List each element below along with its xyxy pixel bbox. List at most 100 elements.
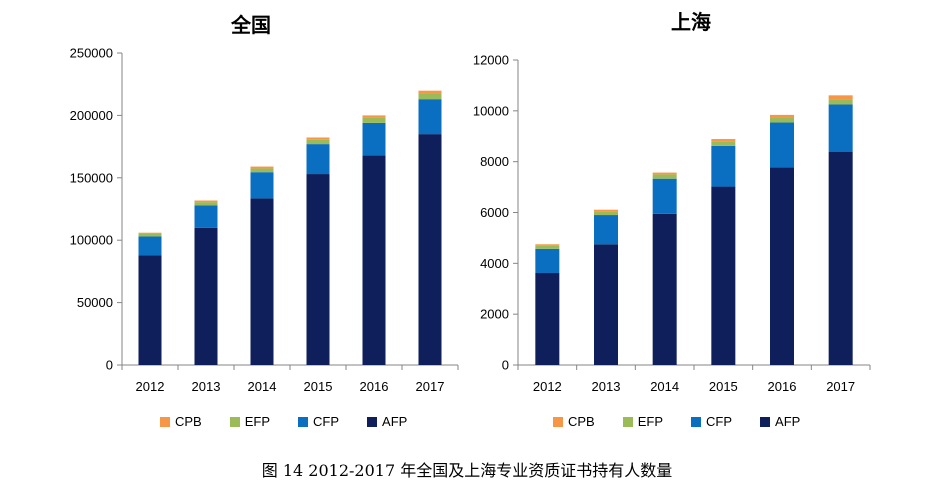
bar-afp-2015 bbox=[711, 186, 736, 365]
x-tick-label: 2014 bbox=[650, 379, 679, 394]
legend-label: CFP bbox=[706, 414, 733, 429]
legend-item-cpb: CPB bbox=[553, 414, 595, 429]
bar-afp-2014 bbox=[250, 198, 274, 365]
legend-item-afp: AFP bbox=[760, 414, 800, 429]
legend-swatch bbox=[553, 416, 563, 427]
legend-label: CFP bbox=[313, 414, 340, 429]
y-tick-label: 150000 bbox=[70, 170, 113, 185]
bar-efp-2017 bbox=[418, 93, 442, 100]
x-tick-label: 2014 bbox=[248, 379, 277, 394]
bar-afp-2013 bbox=[594, 244, 618, 365]
y-tick-label: 0 bbox=[106, 358, 113, 373]
y-tick-label: 2000 bbox=[480, 307, 509, 322]
bar-efp-2014 bbox=[250, 168, 274, 173]
bar-cpb-2013 bbox=[194, 200, 218, 203]
bar-cfp-2016 bbox=[362, 122, 386, 156]
bar-cfp-2013 bbox=[594, 215, 618, 245]
legend-item-afp: AFP bbox=[367, 414, 407, 429]
bar-chart-shanghai: 0 2000 4000 6000 8000 10000 12000 2012 2013 2014 2… bbox=[473, 53, 871, 394]
bar-chart-national: 0 50000 100000 150000 200000 250000 2012 2013 20… bbox=[70, 46, 459, 394]
bar-cpb-2012 bbox=[138, 232, 162, 234]
chart-title: 上海 bbox=[671, 10, 711, 34]
y-tick-label: 8000 bbox=[480, 154, 509, 169]
bar-efp-2016 bbox=[770, 117, 794, 123]
x-tick-label: 2016 bbox=[360, 379, 389, 394]
y-tick-label: 12000 bbox=[473, 53, 509, 68]
legend-item-cfp: CFP bbox=[298, 414, 339, 429]
bar-efp-2013 bbox=[194, 202, 218, 206]
bar-cfp-2013 bbox=[194, 205, 218, 228]
legend-label: CPB bbox=[568, 414, 595, 429]
x-tick-label: 2016 bbox=[768, 379, 797, 394]
bar-afp-2016 bbox=[362, 155, 386, 365]
bar-afp-2014 bbox=[652, 213, 677, 365]
legend-label: AFP bbox=[775, 414, 801, 429]
bar-afp-2017 bbox=[828, 152, 853, 365]
bar-efp-2014 bbox=[652, 174, 677, 179]
x-tick-label: 2015 bbox=[304, 379, 333, 394]
x-tick-label: 2017 bbox=[826, 379, 855, 394]
bar-cpb-2015 bbox=[306, 137, 330, 140]
bar-cpb-2013 bbox=[594, 209, 618, 212]
y-tick-label: 50000 bbox=[77, 295, 113, 310]
legend-swatch bbox=[298, 416, 309, 427]
bar-cpb-2012 bbox=[535, 244, 560, 246]
legend-swatch bbox=[160, 416, 170, 427]
x-tick-label: 2015 bbox=[709, 379, 738, 394]
y-tick-label: 6000 bbox=[480, 205, 509, 220]
bar-cpb-2014 bbox=[250, 166, 274, 169]
legend-label: EFP bbox=[244, 414, 271, 429]
legend-swatch bbox=[691, 416, 702, 427]
bar-cpb-2017 bbox=[418, 90, 442, 94]
legend: CPB EFP CFP AFP bbox=[553, 414, 828, 429]
x-tick-label: 2013 bbox=[192, 379, 221, 394]
bar-efp-2015 bbox=[711, 141, 736, 146]
bar-cfp-2014 bbox=[250, 172, 274, 199]
bar-afp-2016 bbox=[770, 167, 794, 365]
bar-afp-2012 bbox=[535, 272, 560, 365]
bar-cfp-2015 bbox=[711, 145, 736, 187]
bar-afp-2015 bbox=[306, 174, 330, 365]
x-tick-label: 2013 bbox=[592, 379, 621, 394]
legend-swatch bbox=[229, 416, 240, 427]
x-tick-label: 2017 bbox=[416, 379, 445, 394]
bar-efp-2017 bbox=[828, 99, 853, 105]
legend: CPB EFP CFP AFP bbox=[160, 414, 435, 429]
bar-efp-2012 bbox=[138, 233, 162, 237]
bar-cfp-2014 bbox=[652, 178, 677, 214]
bar-cfp-2012 bbox=[138, 236, 162, 256]
bar-efp-2012 bbox=[535, 245, 560, 249]
figure-caption: 图 14 2012-2017 年全国及上海专业资质证书持有人数量 bbox=[261, 461, 673, 480]
y-tick-label: 100000 bbox=[70, 233, 113, 248]
bar-afp-2017 bbox=[418, 134, 442, 365]
bar-cfp-2015 bbox=[306, 144, 330, 175]
legend-item-cpb: CPB bbox=[160, 414, 202, 429]
y-tick-label: 200000 bbox=[70, 108, 113, 123]
chart-title: 全国 bbox=[231, 13, 271, 37]
legend-swatch bbox=[367, 416, 378, 427]
y-tick-label: 10000 bbox=[473, 103, 509, 118]
y-tick-label: 0 bbox=[502, 358, 509, 373]
bar-cpb-2017 bbox=[828, 95, 853, 100]
bar-cpb-2014 bbox=[652, 172, 677, 175]
bar-cfp-2017 bbox=[828, 104, 853, 153]
x-tick-label: 2012 bbox=[533, 379, 562, 394]
bar-efp-2013 bbox=[594, 211, 618, 216]
legend-swatch bbox=[760, 416, 771, 427]
legend-label: CPB bbox=[175, 414, 202, 429]
y-tick-label: 4000 bbox=[480, 256, 509, 271]
chart-national: 全国 0 50000 100000 150000 200000 250000 2012 201… bbox=[0, 0, 470, 445]
legend-item-cfp: CFP bbox=[691, 414, 732, 429]
bar-afp-2013 bbox=[194, 227, 218, 365]
legend-item-efp: EFP bbox=[622, 414, 663, 429]
bar-cfp-2016 bbox=[770, 122, 794, 168]
bar-efp-2015 bbox=[306, 139, 330, 145]
bar-efp-2016 bbox=[362, 117, 386, 123]
x-tick-label: 2012 bbox=[136, 379, 165, 394]
bar-cpb-2016 bbox=[362, 115, 386, 118]
bar-cpb-2016 bbox=[770, 114, 794, 118]
bar-cpb-2015 bbox=[711, 139, 736, 142]
legend-label: AFP bbox=[382, 414, 408, 429]
legend-swatch bbox=[622, 416, 633, 427]
bar-cfp-2017 bbox=[418, 99, 442, 135]
